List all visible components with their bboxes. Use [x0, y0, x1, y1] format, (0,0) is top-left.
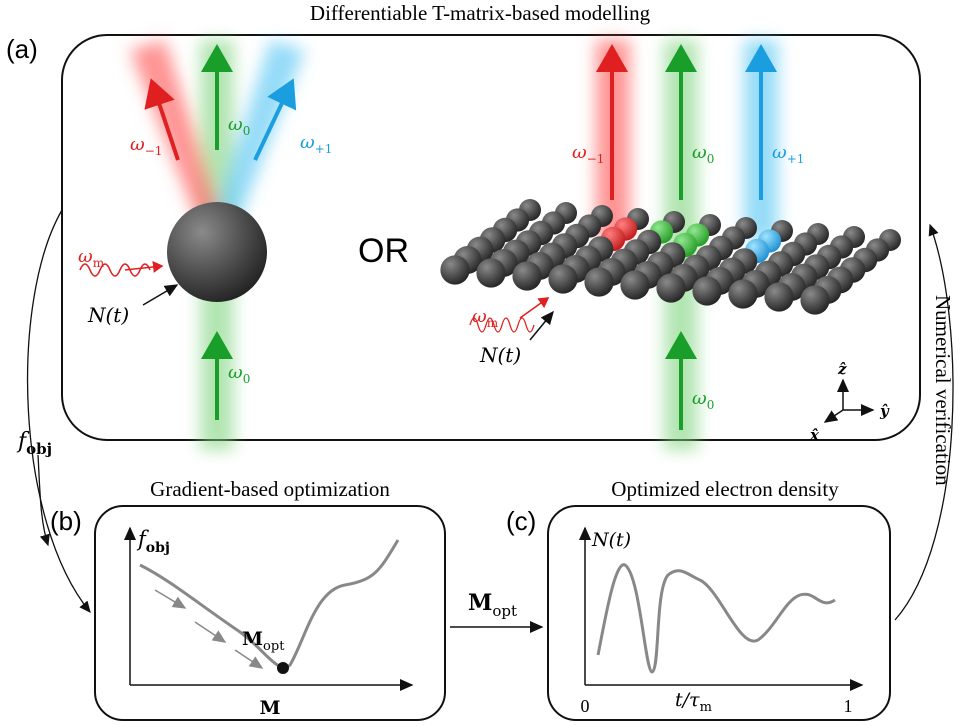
lattice-sphere	[692, 276, 721, 305]
descent-step	[235, 650, 262, 668]
lattice-density-label: N(t)	[479, 343, 521, 367]
omega-plus: ω+1	[300, 132, 332, 156]
panel-b-frame	[95, 506, 445, 720]
loop-left	[28, 210, 90, 612]
omega-zero-in: ω0	[228, 362, 250, 386]
axis-x: x̂	[809, 426, 820, 444]
lattice-mod-arrow	[520, 298, 548, 318]
lattice-sphere	[440, 255, 469, 284]
panel-a-label: (a)	[6, 34, 38, 64]
numerical-verification: Numerical verification	[931, 295, 955, 486]
or-text: OR	[358, 232, 409, 270]
fobj-arrow	[38, 455, 48, 545]
omega-minus: ω−1	[130, 134, 162, 158]
panel-c-title: Optimized electron density	[611, 477, 839, 501]
pointer	[143, 285, 177, 305]
lattice-sphere	[584, 267, 613, 296]
axis-z: ẑ	[837, 360, 847, 378]
minimum-label: Mopt	[242, 628, 285, 654]
lattice-sphere	[656, 273, 685, 302]
omega-m: ωm	[78, 246, 105, 270]
lattice-sphere	[548, 264, 577, 293]
axis-y: ŷ	[879, 402, 890, 420]
sphere	[167, 202, 267, 302]
c-x-end: 1	[844, 696, 853, 716]
axes-triad	[825, 380, 873, 422]
fobj-label: fobj	[16, 429, 52, 458]
c-x-label: t/τm	[675, 689, 712, 715]
lattice	[440, 199, 901, 315]
lattice-sphere	[764, 282, 793, 311]
lattice-omega-zero: ω0	[692, 142, 714, 166]
c-y-label: N(t)	[591, 529, 631, 551]
density-label: N(t)	[87, 303, 129, 327]
lattice-sphere	[620, 270, 649, 299]
c-x-start: 0	[581, 696, 590, 716]
b-y-label: fobj	[136, 527, 170, 556]
lattice-sphere	[476, 258, 505, 287]
b-x-label: M	[259, 697, 280, 719]
lattice-sphere	[800, 285, 829, 314]
transfer-label: Mopt	[468, 590, 517, 620]
figure: Differentiable T-matrix-based modelling …	[0, 0, 962, 726]
modulation-arrow	[125, 266, 162, 270]
panel-c-label: (c)	[506, 506, 536, 536]
minimum-point	[277, 662, 289, 674]
lattice-sphere	[728, 279, 757, 308]
lattice-omega-plus: ω+1	[772, 142, 804, 166]
lattice-omega-m: ωm	[472, 306, 499, 330]
panel-a-title: Differentiable T-matrix-based modelling	[310, 1, 651, 25]
panel-b-label: (b)	[50, 506, 82, 536]
descent-step	[155, 590, 185, 608]
lattice-omega-zero-in: ω0	[692, 388, 714, 412]
descent-step	[195, 622, 225, 642]
panel-b-title: Gradient-based optimization	[150, 477, 390, 501]
density-curve	[598, 565, 835, 672]
lattice-sphere	[512, 261, 541, 290]
